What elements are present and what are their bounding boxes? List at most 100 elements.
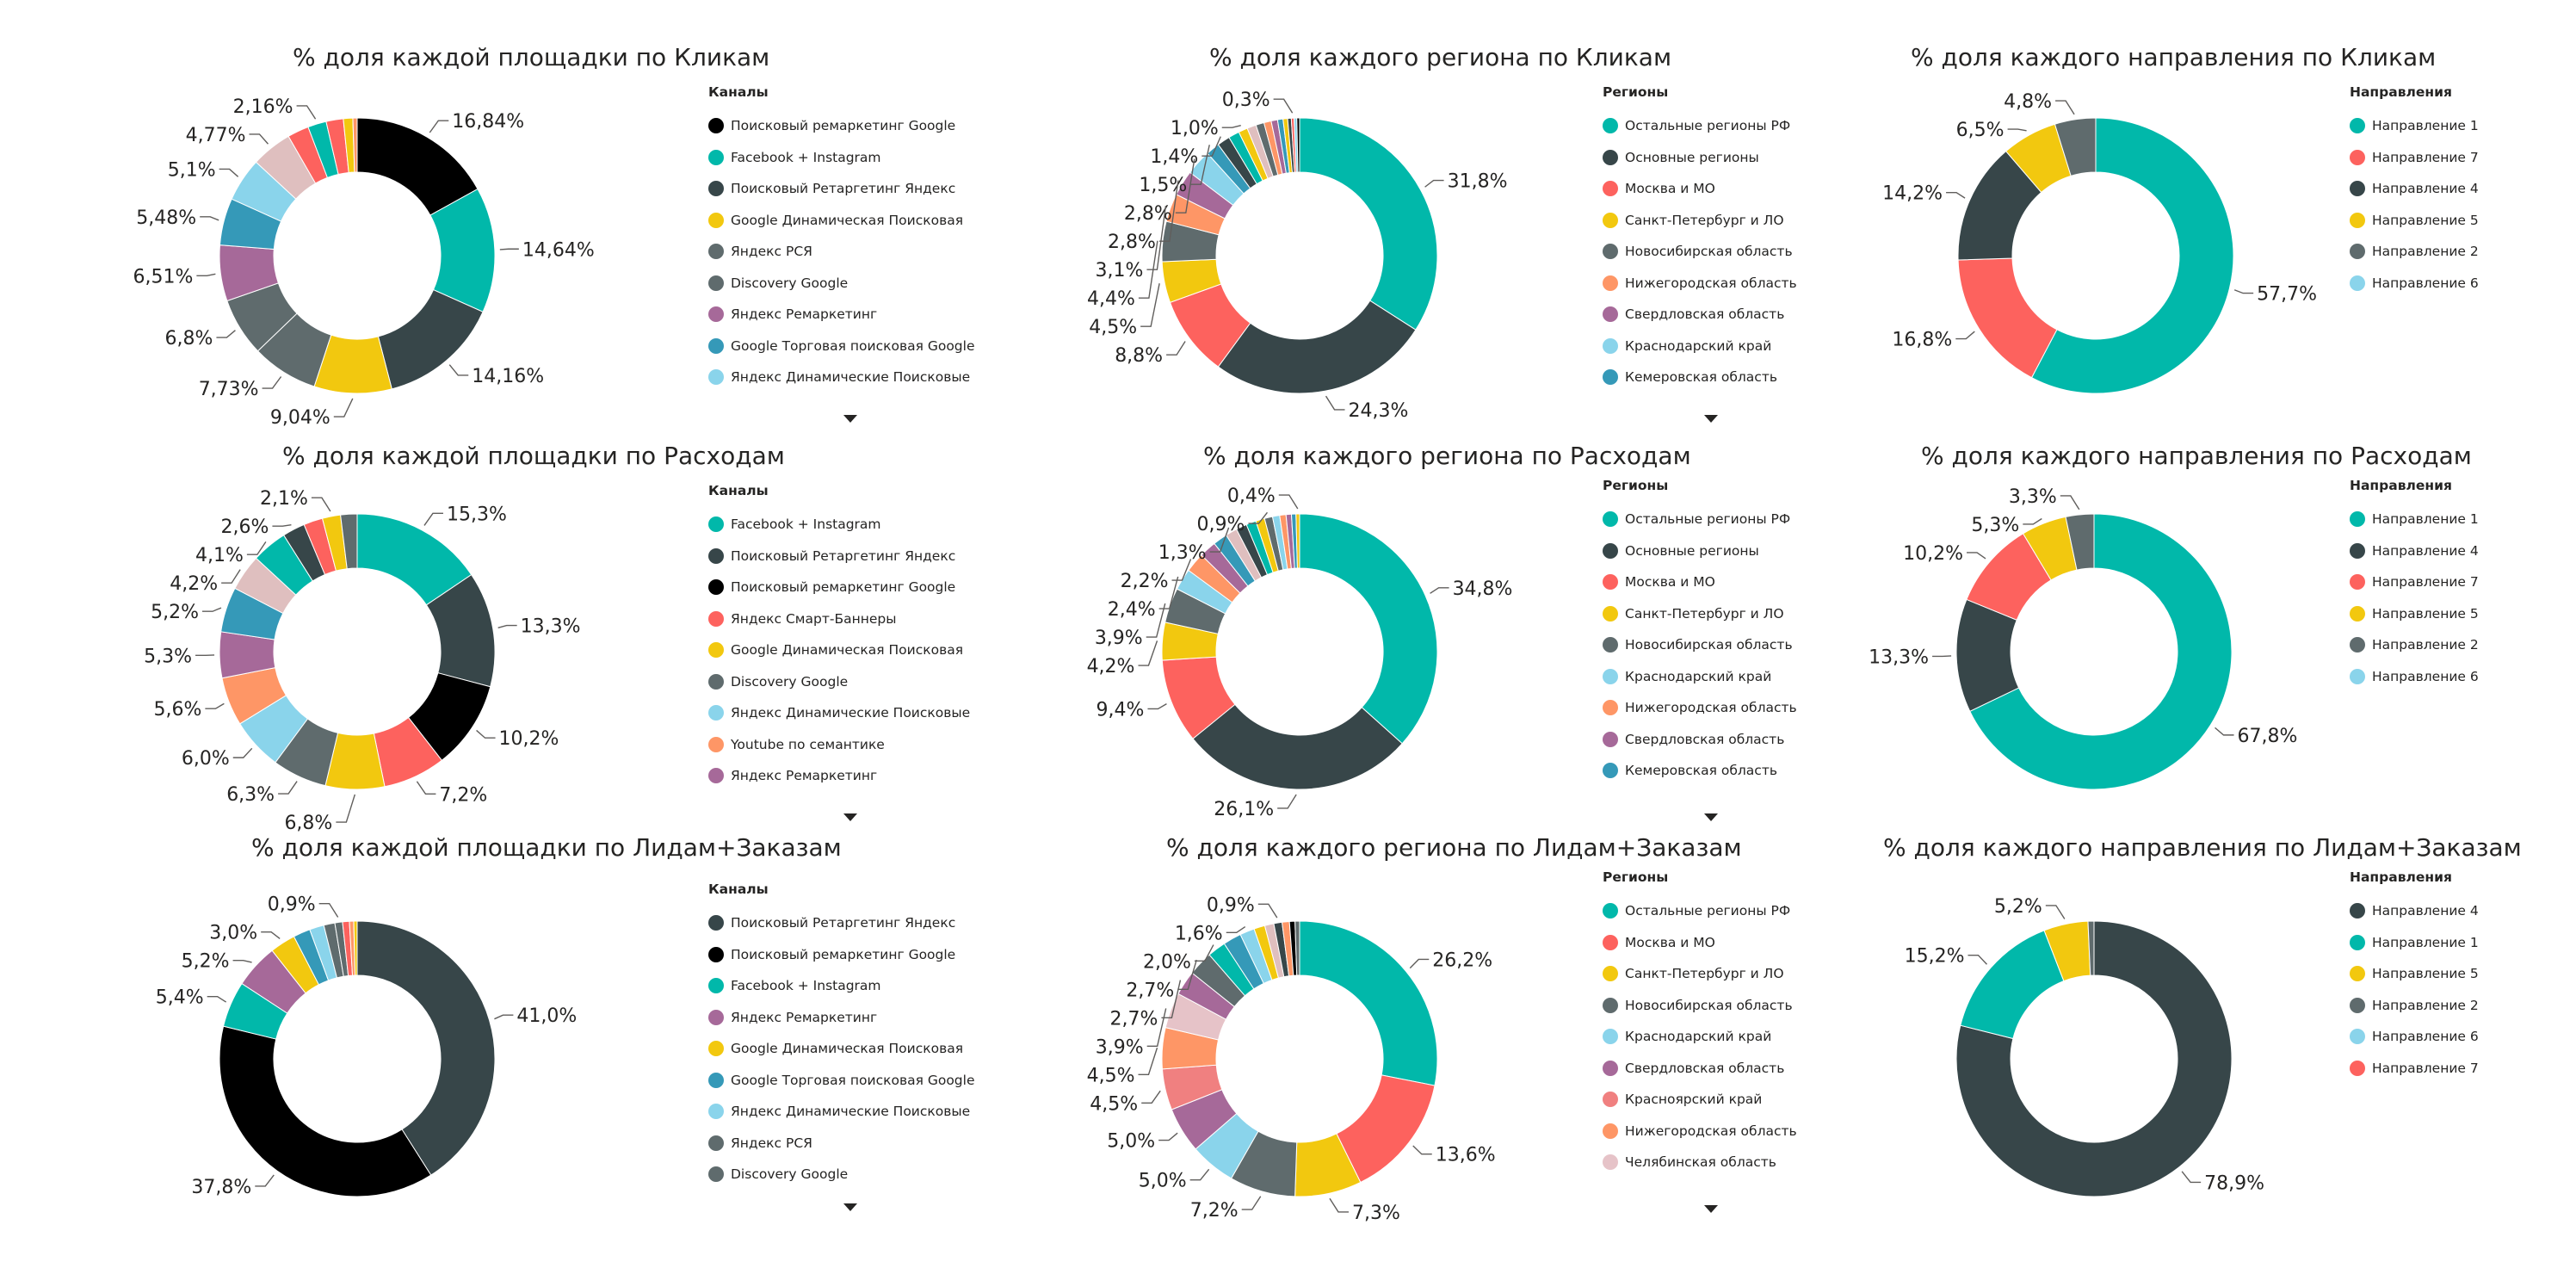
legend-item[interactable]: Направление 5 — [2350, 958, 2479, 990]
legend-item[interactable]: Яндекс Динамические Поисковые — [708, 1096, 975, 1128]
donut-slice[interactable] — [377, 288, 484, 390]
legend-item[interactable]: Google Торговая поисковая Google — [708, 331, 975, 362]
legend-item[interactable]: Яндекс РСЯ — [708, 1128, 975, 1160]
legend-item[interactable]: Краснодарский край — [1603, 331, 1797, 362]
legend-item[interactable]: Поисковый Ретаргетинг Яндекс — [708, 173, 975, 205]
legend-item[interactable]: Направление 6 — [2350, 268, 2479, 300]
donut-slice[interactable] — [2030, 117, 2234, 394]
legend-item[interactable]: Направление 1 — [2350, 504, 2479, 535]
legend-item[interactable]: Остальные регионы РФ — [1603, 895, 1797, 927]
donut-slice[interactable] — [1299, 513, 1438, 745]
legend-item[interactable]: Москва и МО — [1603, 927, 1797, 959]
legend-item[interactable]: Facebook + Instagram — [708, 509, 970, 541]
legend-item[interactable]: Направление 4 — [2350, 535, 2479, 567]
legend-item[interactable]: Facebook + Instagram — [708, 142, 975, 174]
legend-item[interactable]: Яндекс РСЯ — [708, 236, 975, 268]
legend-item[interactable]: Поисковый Ретаргетинг Яндекс — [708, 907, 975, 939]
legend-item[interactable]: Поисковый ремаркетинг Google — [708, 572, 970, 603]
legend-item[interactable]: Направление 6 — [2350, 1021, 2479, 1053]
legend-item[interactable]: Краснодарский край — [1603, 1021, 1797, 1053]
legend-item[interactable]: Свердловская область — [1603, 724, 1797, 756]
donut-slice[interactable] — [1955, 920, 2233, 1197]
donut-slice[interactable] — [2054, 117, 2097, 177]
legend-item[interactable]: Кемеровская область — [1603, 362, 1797, 393]
legend-item[interactable]: Нижегородская область — [1603, 1116, 1797, 1147]
legend-item[interactable]: Направление 5 — [2350, 598, 2479, 630]
legend-scroll-down-icon[interactable] — [843, 415, 857, 423]
donut-slice[interactable] — [1299, 920, 1438, 1086]
legend-item[interactable]: Discovery Google — [708, 666, 970, 698]
legend-item[interactable]: Кемеровская область — [1603, 755, 1797, 787]
legend-item[interactable]: Красноярский край — [1603, 1084, 1797, 1116]
legend-item[interactable]: Направление 2 — [2350, 629, 2479, 661]
legend-item[interactable]: Новосибирская область — [1603, 629, 1797, 661]
legend-item[interactable]: Нижегородская область — [1603, 268, 1797, 300]
legend-item[interactable]: Остальные регионы РФ — [1603, 110, 1797, 142]
legend-item[interactable]: Направление 2 — [2350, 990, 2479, 1022]
donut-slice[interactable] — [1217, 300, 1417, 394]
donut-slice[interactable] — [356, 920, 496, 1176]
legend-item[interactable]: Краснодарский край — [1603, 661, 1797, 693]
legend-scroll-down-icon[interactable] — [1704, 415, 1718, 423]
legend-item[interactable]: Discovery Google — [708, 1159, 975, 1191]
legend-item[interactable]: Направление 1 — [2350, 927, 2479, 959]
donut-slice[interactable] — [1969, 513, 2233, 790]
legend-item[interactable]: Направление 4 — [2350, 173, 2479, 205]
donut-slice[interactable] — [352, 117, 358, 173]
legend-scroll-down-icon[interactable] — [1704, 813, 1718, 821]
donut-slice[interactable] — [2087, 920, 2095, 976]
donut-slice[interactable] — [340, 513, 358, 570]
legend-item[interactable]: Яндекс Динамические Поисковые — [708, 697, 970, 729]
legend-item[interactable]: Поисковый ремаркетинг Google — [708, 939, 975, 971]
donut-slice[interactable] — [353, 920, 358, 976]
legend-item[interactable]: Направление 7 — [2350, 1053, 2479, 1085]
donut-slice[interactable] — [219, 1025, 432, 1197]
donut-slice[interactable] — [1296, 117, 1300, 173]
legend-item[interactable]: Новосибирская область — [1603, 236, 1797, 268]
legend-item[interactable]: Направление 7 — [2350, 142, 2479, 174]
donut-slice[interactable] — [1960, 930, 2065, 1040]
legend-item[interactable]: Поисковый Ретаргетинг Яндекс — [708, 541, 970, 572]
legend-item[interactable]: Яндекс Динамические Поисковые — [708, 362, 975, 393]
legend-item[interactable]: Свердловская область — [1603, 1053, 1797, 1085]
legend-item[interactable]: Яндекс Ремаркетинг — [708, 760, 970, 792]
legend-item[interactable]: Основные регионы — [1603, 142, 1797, 174]
legend-item[interactable]: Яндекс Ремаркетинг — [708, 1002, 975, 1034]
legend-item[interactable]: Москва и МО — [1603, 173, 1797, 205]
donut-slice[interactable] — [1192, 703, 1403, 790]
legend-item[interactable]: Санкт-Петербург и ЛО — [1603, 958, 1797, 990]
legend-item[interactable]: Направление 2 — [2350, 236, 2479, 268]
legend-item[interactable]: Facebook + Instagram — [708, 970, 975, 1002]
legend-item[interactable]: Санкт-Петербург и ЛО — [1603, 205, 1797, 237]
donut-slice[interactable] — [2065, 513, 2095, 571]
legend-item[interactable]: Санкт-Петербург и ЛО — [1603, 598, 1797, 630]
legend-item[interactable]: Направление 4 — [2350, 895, 2479, 927]
legend-item[interactable]: Google Динамическая Поисковая — [708, 634, 970, 666]
legend-item[interactable]: Остальные регионы РФ — [1603, 504, 1797, 535]
legend-item[interactable]: Направление 6 — [2350, 661, 2479, 693]
legend-item[interactable]: Google Динамическая Поисковая — [708, 205, 975, 237]
legend-item[interactable]: Youtube по семантике — [708, 729, 970, 761]
legend-item[interactable]: Челябинская область — [1603, 1147, 1797, 1178]
legend-scroll-down-icon[interactable] — [1704, 1205, 1718, 1213]
legend-item[interactable]: Поисковый ремаркетинг Google — [708, 110, 975, 142]
legend-item[interactable]: Направление 5 — [2350, 205, 2479, 237]
legend-item[interactable]: Новосибирская область — [1603, 990, 1797, 1022]
legend-item[interactable]: Яндекс Смарт-Баннеры — [708, 603, 970, 635]
donut-slice[interactable] — [1294, 920, 1300, 976]
legend-item[interactable]: Направление 1 — [2350, 110, 2479, 142]
legend-scroll-down-icon[interactable] — [843, 813, 857, 821]
legend-item[interactable]: Направление 7 — [2350, 566, 2479, 598]
legend-item[interactable]: Discovery Google — [708, 268, 975, 300]
donut-slice[interactable] — [1299, 117, 1438, 331]
leader-line — [2007, 128, 2027, 132]
legend-item[interactable]: Яндекс Ремаркетинг — [708, 299, 975, 331]
legend-item[interactable]: Основные регионы — [1603, 535, 1797, 567]
legend-item[interactable]: Свердловская область — [1603, 299, 1797, 331]
legend-item[interactable]: Нижегородская область — [1603, 692, 1797, 724]
legend-scroll-down-icon[interactable] — [843, 1203, 857, 1211]
legend-item[interactable]: Google Торговая поисковая Google — [708, 1065, 975, 1097]
legend-item[interactable]: Москва и МО — [1603, 566, 1797, 598]
legend-item[interactable]: Google Динамическая Поисковая — [708, 1033, 975, 1065]
donut-slice[interactable] — [1295, 513, 1300, 569]
